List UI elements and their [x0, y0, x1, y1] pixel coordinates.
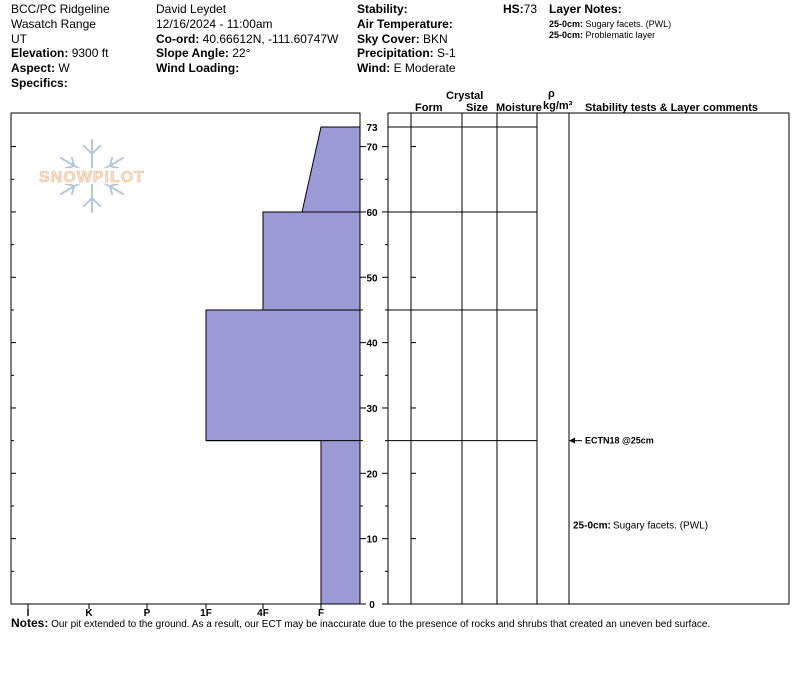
location-line-1: BCC/PC Ridgeline [11, 2, 110, 16]
hardness-tick-label: K [85, 608, 93, 619]
coord-label: Co-ord: [156, 32, 200, 46]
observation-datetime: 12/16/2024 - 11:00am [156, 17, 273, 31]
hs-value: 73 [523, 2, 538, 16]
hardness-profile [205, 126, 361, 605]
crystal-header: Crystal [446, 90, 484, 102]
density-symbol: ρ [548, 88, 555, 100]
hardness-tick-label: I [27, 608, 30, 619]
layer-note-range: 25-0cm: [549, 30, 584, 40]
depth-tick-label: 60 [366, 208, 378, 219]
aspect-value: W [58, 61, 70, 75]
elevation-field: Elevation: 9300 ft [11, 46, 108, 60]
depth-tick-label: 70 [366, 143, 378, 154]
size-header: Size [466, 102, 489, 114]
sky-label: Sky Cover: [357, 32, 420, 46]
wind-value: E Moderate [393, 61, 456, 75]
sky-cover-field: Sky Cover: BKN [357, 32, 448, 46]
coordinates-field: Co-ord: 40.66612N, -111.60747W [156, 32, 338, 46]
precipitation-field: Precipitation: S-1 [357, 46, 456, 60]
slope-field: Slope Angle: 22° [156, 46, 250, 60]
wind-loading-label: Wind Loading: [156, 61, 240, 75]
notes-label: Notes: [11, 616, 49, 630]
hardness-tick-label: P [144, 608, 151, 619]
logo-text: SNOWPILOT [39, 169, 145, 186]
specifics-label: Specifics: [11, 76, 68, 90]
depth-tick-label: 10 [366, 535, 378, 546]
moisture-header: Moisture [496, 102, 542, 114]
layer-notes-label: Layer Notes: [549, 2, 622, 16]
elevation-label: Elevation: [11, 46, 69, 60]
wind-field: Wind: E Moderate [357, 61, 456, 75]
stability-label: Stability: [357, 2, 408, 16]
depth-tick-label: 73 [366, 123, 378, 134]
layer-table-frame [387, 112, 790, 605]
hardness-profile-area [205, 126, 361, 605]
slope-value: 22° [232, 46, 251, 60]
hardness-axis: I K P 1F 4F F [27, 604, 324, 619]
layer-note-range: 25-0cm: [549, 19, 584, 29]
hardness-tick-label: 1F [200, 608, 212, 619]
location-line-3: UT [11, 32, 27, 46]
precip-value: S-1 [437, 46, 456, 60]
depth-tick-label: 20 [366, 469, 378, 480]
sky-value: BKN [423, 32, 448, 46]
hardness-chart-frame [10, 112, 361, 605]
notes-field: Notes: Our pit extended to the ground. A… [11, 617, 710, 631]
coord-value: 40.66612N, -111.60747W [202, 32, 339, 46]
slope-label: Slope Angle: [156, 46, 229, 60]
notes-text: Our pit extended to the ground. As a res… [51, 619, 711, 630]
layer-note-2: 25-0cm: Problematic layer [549, 30, 655, 40]
layer-boundaries [388, 126, 537, 442]
depth-tick-label: 50 [366, 273, 378, 284]
aspect-label: Aspect: [11, 61, 56, 75]
stability-test-label: ECTN18 @25cm [585, 436, 654, 446]
snowpilot-logo: SNOWPILOT [30, 139, 155, 213]
hs-label: HS: [503, 2, 524, 16]
aspect-field: Aspect: W [11, 61, 70, 75]
form-header: Form [415, 102, 443, 114]
air-temp-label: Air Temperature: [357, 17, 453, 31]
location-line-2: Wasatch Range [11, 17, 96, 31]
wind-label: Wind: [357, 61, 391, 75]
observer-name: David Leydet [156, 2, 227, 16]
layer-note-text: Problematic layer [585, 30, 656, 40]
layer-comment-range: 25-0cm: [573, 521, 611, 532]
precip-label: Precipitation: [357, 46, 434, 60]
stability-test-marker: ECTN18 @25cm [569, 436, 654, 446]
density-unit: kg/m³ [543, 100, 573, 112]
depth-tick-label: 0 [369, 600, 375, 611]
hardness-tick-label: F [318, 608, 324, 619]
depth-tick-label: 30 [366, 404, 378, 415]
comments-header: Stability tests & Layer comments [585, 102, 759, 114]
elevation-value: 9300 ft [71, 46, 109, 60]
layer-note-text: Sugary facets. (PWL) [585, 19, 672, 29]
hardness-tick-label: 4F [257, 608, 269, 619]
layer-comment-text: Sugary facets. (PWL) [613, 521, 708, 532]
layer-note-1: 25-0cm: Sugary facets. (PWL) [549, 19, 671, 29]
depth-tick-label: 40 [366, 339, 378, 350]
hs-field: HS:73 [503, 2, 537, 16]
